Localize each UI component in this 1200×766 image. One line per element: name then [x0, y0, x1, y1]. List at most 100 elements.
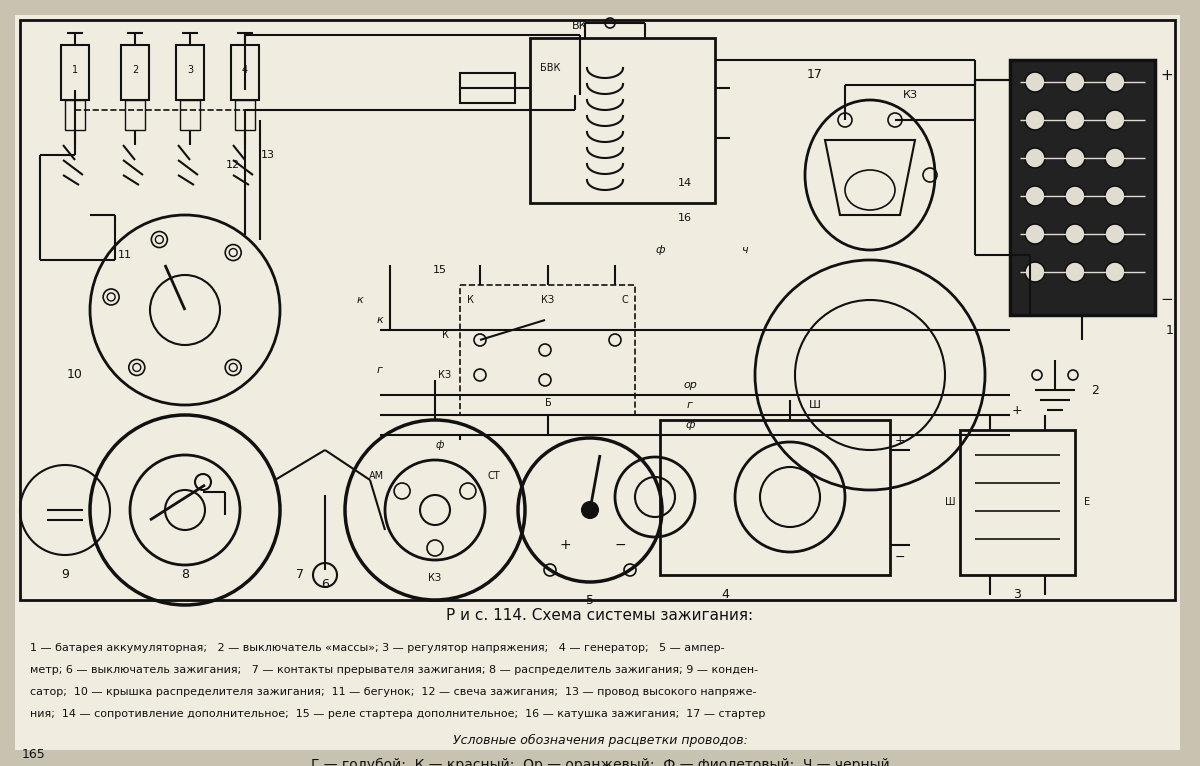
Text: +: +	[559, 538, 571, 552]
Text: метр; 6 — выключатель зажигания;   7 — контакты прерывателя зажигания; 8 — распр: метр; 6 — выключатель зажигания; 7 — кон…	[30, 665, 758, 675]
Circle shape	[1066, 224, 1085, 244]
Text: −: −	[1160, 293, 1174, 307]
Bar	[125, 100, 145, 130]
Bar	[20, 20, 1175, 600]
Text: 4: 4	[242, 65, 248, 75]
Circle shape	[460, 483, 476, 499]
Bar	[1010, 60, 1154, 315]
Circle shape	[1105, 262, 1126, 282]
Text: КЗ: КЗ	[428, 573, 442, 583]
Text: 12: 12	[226, 160, 240, 170]
Text: Условные обозначения расцветки проводов:: Условные обозначения расцветки проводов:	[452, 734, 748, 747]
Circle shape	[1025, 110, 1045, 130]
Circle shape	[151, 231, 167, 247]
Text: 165: 165	[22, 748, 46, 761]
Circle shape	[1025, 262, 1045, 282]
Text: ор: ор	[683, 380, 697, 390]
Bar	[176, 45, 204, 100]
Text: Б: Б	[545, 398, 551, 408]
Text: +: +	[1012, 404, 1022, 417]
Circle shape	[1105, 72, 1126, 92]
Circle shape	[128, 359, 145, 375]
Text: +: +	[1160, 67, 1174, 83]
Text: АМ: АМ	[368, 471, 384, 481]
Bar	[121, 45, 149, 100]
Circle shape	[313, 563, 337, 587]
Text: −: −	[614, 538, 626, 552]
Text: Ш: Ш	[809, 400, 821, 410]
Text: 16: 16	[678, 213, 692, 223]
Text: КЗ: КЗ	[541, 295, 554, 305]
Text: К: К	[467, 295, 474, 305]
Text: 5: 5	[586, 594, 594, 607]
Circle shape	[1105, 186, 1126, 206]
Circle shape	[582, 502, 598, 518]
Text: к: к	[356, 295, 364, 305]
Text: БВК: БВК	[540, 63, 560, 73]
Text: −: −	[895, 551, 905, 564]
Text: 10: 10	[67, 368, 83, 381]
Text: ф: ф	[436, 440, 444, 450]
Circle shape	[226, 244, 241, 260]
Text: Ш: Ш	[944, 497, 955, 507]
Text: С: С	[622, 295, 629, 305]
Circle shape	[394, 483, 410, 499]
Text: 9: 9	[61, 568, 68, 581]
Circle shape	[1025, 224, 1045, 244]
Text: 3: 3	[187, 65, 193, 75]
Bar	[65, 100, 85, 130]
Text: г: г	[377, 365, 383, 375]
Bar	[180, 100, 200, 130]
Text: 1 — батарея аккумуляторная;   2 — выключатель «массы»; 3 — регулятор напряжения;: 1 — батарея аккумуляторная; 2 — выключат…	[30, 643, 725, 653]
Bar	[61, 45, 89, 100]
Bar	[660, 420, 890, 575]
Circle shape	[610, 334, 622, 346]
Text: ВК: ВК	[572, 21, 588, 31]
Circle shape	[539, 344, 551, 356]
Text: ния;  14 — сопротивление дополнительное;  15 — реле стартера дополнительное;  16: ния; 14 — сопротивление дополнительное; …	[30, 709, 766, 719]
Circle shape	[474, 334, 486, 346]
Text: г: г	[688, 400, 692, 410]
Text: ф: ф	[685, 420, 695, 430]
Text: К: К	[442, 330, 449, 340]
Text: Р и с. 114. Схема системы зажигания:: Р и с. 114. Схема системы зажигания:	[446, 607, 754, 623]
Text: 11: 11	[118, 250, 132, 260]
Circle shape	[1105, 148, 1126, 168]
Text: 17: 17	[808, 68, 823, 81]
Text: к: к	[377, 315, 383, 325]
Bar	[235, 100, 256, 130]
Circle shape	[1025, 72, 1045, 92]
Text: 1: 1	[1166, 323, 1174, 336]
Text: ф: ф	[655, 245, 665, 255]
Text: 15: 15	[433, 265, 446, 275]
Circle shape	[1066, 72, 1085, 92]
Bar	[460, 73, 515, 103]
Text: 6: 6	[322, 578, 329, 591]
Circle shape	[427, 540, 443, 556]
Text: Г — голубой;  К — красный;  Ор — оранжевый;  Ф — фиолетовый;  Ч — черный: Г — голубой; К — красный; Ор — оранжевый…	[311, 758, 889, 766]
Text: сатор;  10 — крышка распределителя зажигания;  11 — бегунок;  12 — свеча зажиган: сатор; 10 — крышка распределителя зажига…	[30, 687, 756, 697]
Text: 1: 1	[72, 65, 78, 75]
Circle shape	[103, 289, 119, 305]
Text: 3: 3	[1013, 588, 1021, 601]
Circle shape	[1066, 148, 1085, 168]
Bar	[230, 45, 259, 100]
Circle shape	[539, 374, 551, 386]
Circle shape	[1066, 186, 1085, 206]
Text: 2: 2	[132, 65, 138, 75]
Text: +: +	[895, 434, 905, 447]
Circle shape	[1025, 186, 1045, 206]
Circle shape	[1066, 110, 1085, 130]
Text: 8: 8	[181, 568, 190, 581]
Text: ч: ч	[742, 245, 749, 255]
Circle shape	[1025, 148, 1045, 168]
Circle shape	[1066, 262, 1085, 282]
Bar	[460, 285, 635, 415]
Text: Е: Е	[1084, 497, 1090, 507]
Text: СТ: СТ	[487, 471, 500, 481]
Text: КЗ: КЗ	[438, 370, 451, 380]
Text: 4: 4	[721, 588, 728, 601]
Circle shape	[226, 359, 241, 375]
Circle shape	[1105, 110, 1126, 130]
Circle shape	[474, 369, 486, 381]
